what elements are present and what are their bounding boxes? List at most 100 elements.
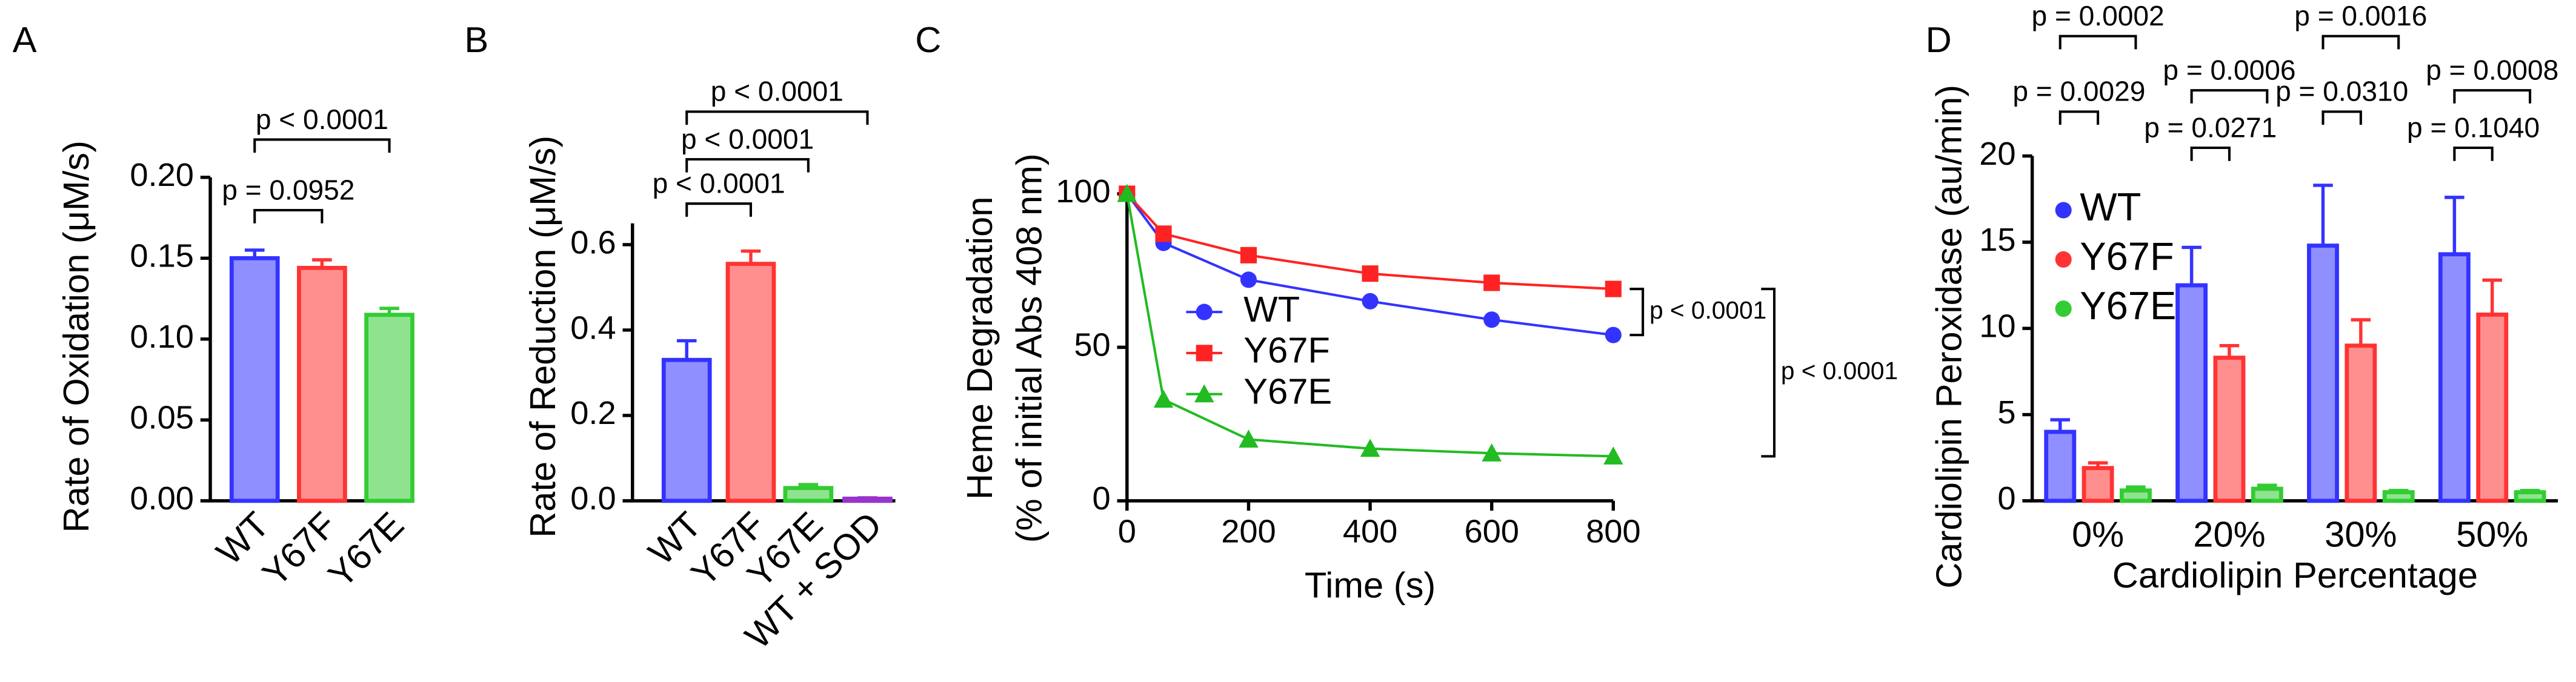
x-tick-label: Y67E — [321, 504, 412, 595]
y-tick-label: 20 — [1979, 136, 2015, 172]
panel-letter: D — [1926, 19, 1952, 60]
bar — [2251, 486, 2283, 503]
y-tick-label: 0.10 — [130, 319, 194, 355]
point — [1362, 293, 1379, 310]
point — [1362, 265, 1379, 282]
point — [1239, 429, 1259, 448]
x-tick-label: 200 — [1221, 513, 1276, 549]
point — [1240, 247, 1257, 263]
bar — [661, 357, 712, 503]
bar — [2514, 490, 2546, 503]
significance-bracket — [2058, 110, 2100, 125]
error-bar — [2520, 489, 2540, 492]
point — [1605, 326, 1622, 343]
error-bar — [676, 339, 697, 360]
panel-letter: A — [13, 19, 37, 60]
y-axis-label: Rate of Oxidation (μM/s) — [56, 141, 96, 532]
y-tick-label: 0.2 — [570, 395, 616, 431]
y-tick-label: 0.6 — [570, 224, 616, 260]
x-tick-label: Y67F — [255, 504, 344, 594]
point — [1483, 311, 1500, 328]
y-tick-label: 0.20 — [130, 157, 194, 193]
bar — [725, 262, 776, 503]
point — [1153, 389, 1174, 408]
significance-bracket — [2190, 146, 2231, 161]
error-bar — [2050, 418, 2070, 432]
bar — [2119, 488, 2152, 503]
error-bar — [2482, 278, 2503, 315]
x-tick-label: 0 — [1118, 513, 1136, 549]
y-axis-label: Cardiolipin Peroxidase (au/min) — [1929, 85, 1969, 589]
point — [1155, 225, 1172, 242]
p-value: p = 0.0271 — [2144, 111, 2277, 143]
x-tick-label: 50% — [2456, 514, 2528, 554]
bar — [2438, 252, 2471, 503]
legend-label: Y67F — [1243, 330, 1330, 371]
point — [1482, 443, 1502, 462]
bar — [229, 256, 280, 503]
p-value: p = 0.0310 — [2275, 76, 2408, 107]
x-tick-label: 0% — [2072, 514, 2124, 554]
p-value: p = 0.0016 — [2294, 0, 2427, 31]
error-bar — [741, 249, 761, 264]
bar — [364, 313, 414, 503]
error-bar — [2313, 184, 2333, 246]
significance-bracket — [1761, 288, 1776, 458]
panel-letter: B — [464, 19, 488, 60]
legend-label: Y67E — [2080, 283, 2176, 328]
error-bar — [2088, 461, 2108, 468]
x-tick-label: 30% — [2325, 514, 2397, 554]
error-bar — [379, 306, 399, 315]
bar — [297, 265, 347, 503]
significance-bracket — [1629, 288, 1645, 337]
y-tick-label: 0 — [1997, 480, 2015, 517]
bar — [2345, 343, 2377, 503]
bar — [2476, 313, 2509, 503]
panel-letter: C — [915, 19, 941, 60]
point — [1483, 274, 1500, 291]
point — [1240, 271, 1257, 288]
point — [1360, 439, 1380, 457]
point — [1117, 184, 1137, 202]
legend-label: Y67F — [2080, 234, 2174, 279]
significance-bracket — [2058, 35, 2137, 50]
error-bar — [312, 258, 332, 268]
p-value: p < 0.0001 — [1649, 296, 1766, 324]
p-value: p = 0.0006 — [2163, 54, 2295, 85]
p-value: p = 0.0002 — [2032, 0, 2165, 31]
point — [1603, 446, 1623, 465]
p-value: p < 0.0001 — [1781, 357, 1898, 385]
significance-bracket — [685, 110, 869, 125]
p-value: p = 0.0008 — [2426, 54, 2558, 85]
bar — [2213, 356, 2246, 503]
legend-marker — [2055, 202, 2072, 219]
p-value: p < 0.0001 — [256, 104, 388, 135]
significance-bracket — [253, 208, 324, 223]
y-tick-label: 0 — [1093, 480, 1111, 517]
p-value: p = 0.0029 — [2012, 76, 2145, 107]
x-tick-label: 400 — [1343, 513, 1397, 549]
x-axis-label: Time (s) — [1305, 564, 1436, 605]
legend-marker — [2055, 300, 2072, 317]
p-value: p < 0.0001 — [653, 168, 785, 199]
error-bar — [2257, 483, 2277, 489]
bar — [2307, 243, 2339, 503]
error-bar — [2182, 245, 2202, 286]
legend-label: WT — [2080, 185, 2141, 229]
error-bar — [2351, 318, 2371, 346]
y-tick-label: 15 — [1979, 222, 2015, 258]
p-value: p = 0.0952 — [222, 174, 354, 205]
bar — [2082, 466, 2114, 503]
significance-bracket — [685, 157, 810, 173]
error-bar — [2126, 485, 2146, 491]
significance-bracket — [2453, 146, 2494, 161]
p-value: p < 0.0001 — [711, 76, 844, 107]
significance-bracket — [2453, 89, 2532, 104]
y-tick-label: 0.00 — [130, 480, 194, 517]
error-bar — [244, 248, 265, 259]
error-bar — [2445, 196, 2465, 254]
y-tick-label: 100 — [1056, 173, 1110, 210]
error-bar — [2388, 489, 2409, 492]
bar — [2044, 429, 2077, 503]
y-tick-label: 0.05 — [130, 400, 194, 436]
